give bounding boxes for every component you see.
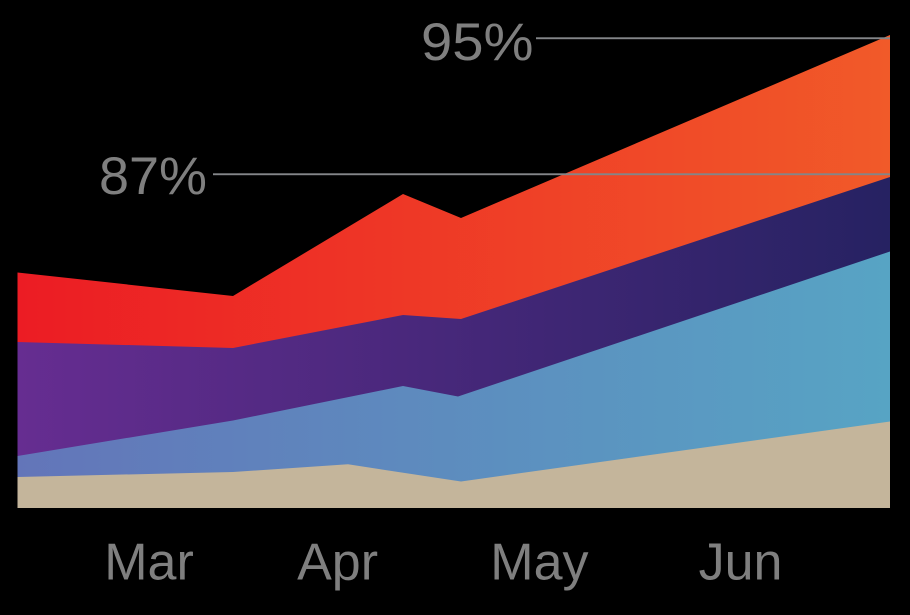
svg-text:Apr: Apr (297, 534, 378, 592)
svg-text:95%: 95% (421, 13, 534, 72)
svg-text:87%: 87% (99, 147, 207, 206)
svg-text:May: May (490, 534, 588, 592)
svg-text:Jun: Jun (699, 534, 783, 592)
svg-text:Mar: Mar (104, 534, 194, 592)
